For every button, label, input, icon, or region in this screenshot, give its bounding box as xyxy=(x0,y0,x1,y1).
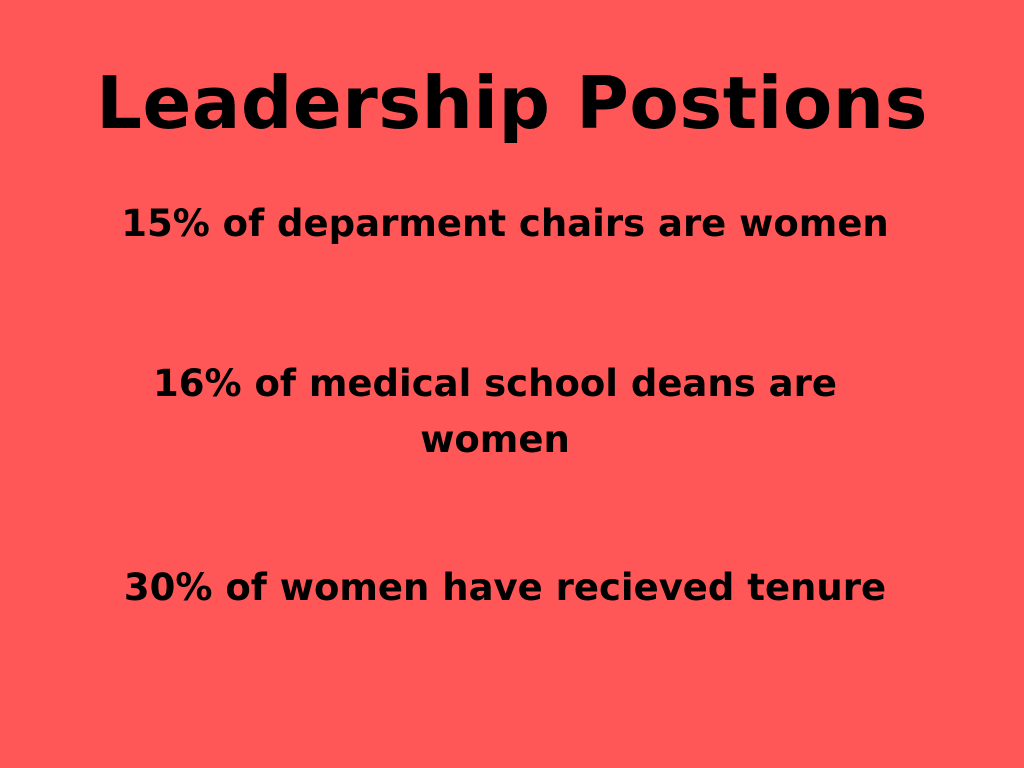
stat-department-chairs: 15% of deparment chairs are women xyxy=(121,202,889,245)
stat-tenure: 30% of women have recieved tenure xyxy=(123,566,887,609)
slide-title: Leadership Postions xyxy=(96,61,928,145)
stat-medical-school-deans: 16% of medical school deans are women xyxy=(153,362,837,461)
